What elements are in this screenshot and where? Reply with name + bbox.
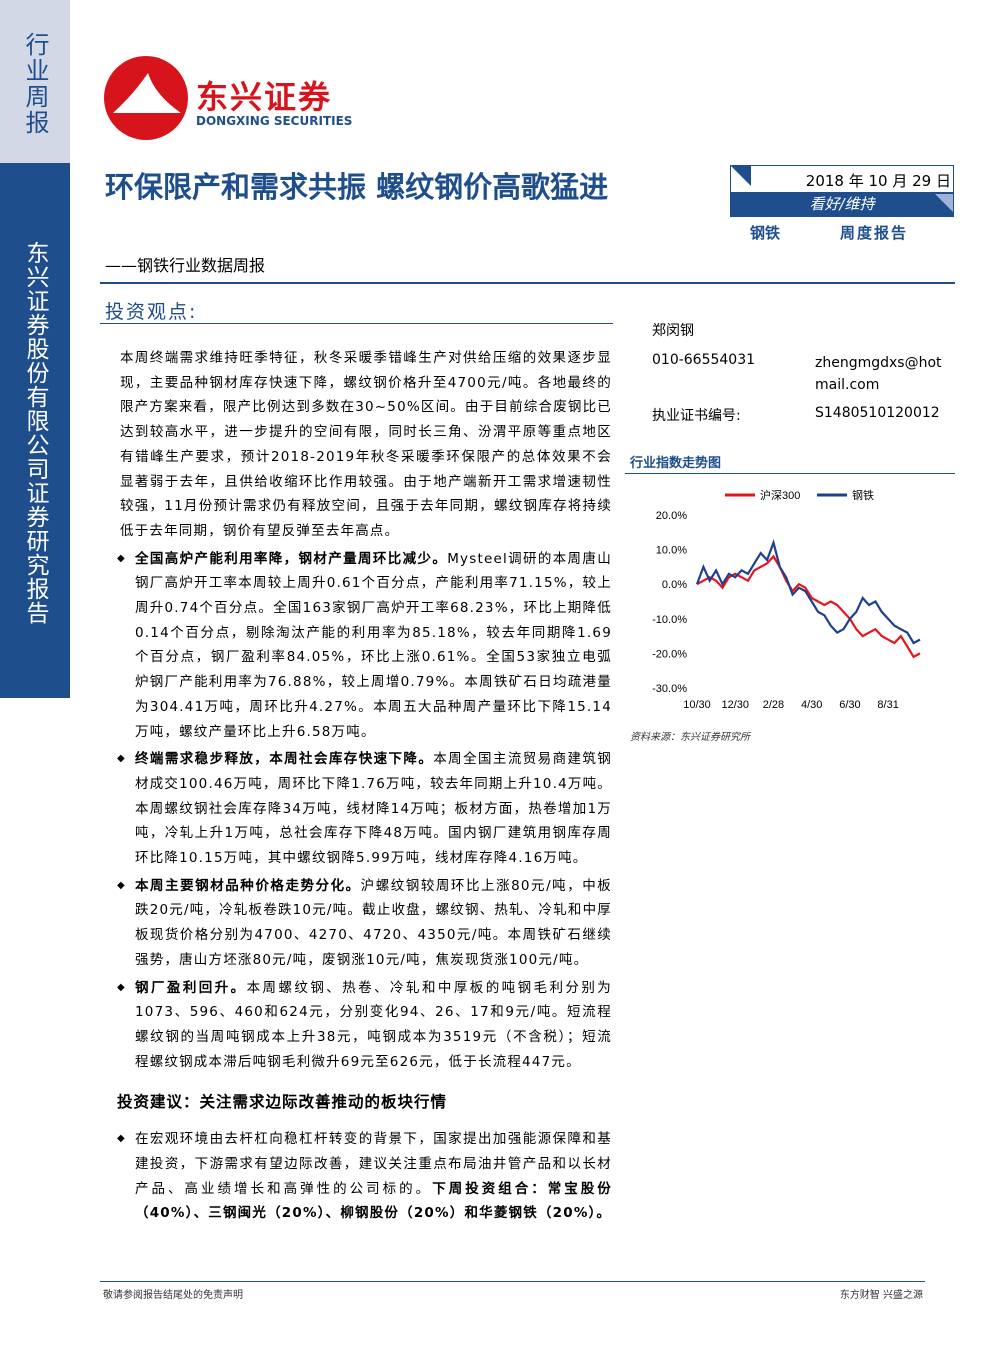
company-line: 东兴证券股份有限公司证券研究报告 <box>22 241 48 625</box>
advice-title: 投资建议：关注需求边际改善推动的板块行情 <box>117 1093 448 1112</box>
bullet-lead: 钢厂盈利回升。 <box>135 979 247 996</box>
y-tick-label: 0.0% <box>662 579 687 591</box>
bullet-text: 本周螺纹钢、热卷、冷轧和中厚板的吨钢毛利分别为1073、596、460和624元… <box>135 979 612 1070</box>
x-tick-label: 2/28 <box>763 699 784 711</box>
divider <box>100 323 613 324</box>
report-kind: 行业周报 <box>21 32 49 136</box>
report-type: 周度报告 <box>840 224 909 242</box>
footer-line <box>100 1281 925 1282</box>
logo-mark <box>104 56 188 140</box>
bullet: 终端需求稳步释放，本周社会库存快速下降。本周全国主流贸易商建筑钢材成交100.4… <box>117 747 612 871</box>
divider <box>100 282 955 284</box>
advice-bold: 下周投资组合：常宝股份（40%）、三钢闽光（20%）、柳钢股份（20%）和华菱钢… <box>135 1180 612 1222</box>
bullet-lead: 本周主要钢材品种价格走势分化。 <box>135 877 361 894</box>
bullet: 本周主要钢材品种价格走势分化。沪螺纹钢较周环比上涨80元/吨，中板跌20元/吨，… <box>117 874 612 973</box>
intro: 本周终端需求维持旺季特征，秋冬采暖季错峰生产对供给压缩的效果逐步显现，主要品种钢… <box>120 350 612 539</box>
advice-text: 在宏观环境由去杆杠向稳杠杆转变的背景下，国家提出加强能源保障和基建投资，下游需求… <box>135 1131 612 1197</box>
y-tick-label: 10.0% <box>656 545 687 557</box>
x-tick-label: 4/30 <box>801 699 822 711</box>
chart-title: 行业指数走势图 <box>630 456 722 471</box>
license-label: 执业证书编号: <box>652 408 741 424</box>
bullet: 钢厂盈利回升。本周螺纹钢、热卷、冷轧和中厚板的吨钢毛利分别为1073、596、4… <box>117 976 612 1075</box>
footer-right: 东方财智 兴盛之源 <box>839 1290 923 1301</box>
bullets: 全国高炉产能利用率降，钢材产量周环比减少。Mysteel调研的本周唐山钢厂高炉开… <box>117 547 612 1075</box>
x-tick-label: 6/30 <box>839 699 860 711</box>
body-text: 本周终端需求维持旺季特征，秋冬采暖季错峰生产对供给压缩的效果逐步显现，主要品种钢… <box>117 346 612 1229</box>
footer-left: 敬请参阅报告结尾处的免责声明 <box>103 1290 243 1301</box>
chart-source: 资料来源：东兴证券研究所 <box>630 732 750 743</box>
x-tick-label: 12/30 <box>721 699 749 711</box>
bullet: 全国高炉产能利用率降，钢材产量周环比减少。Mysteel调研的本周唐山钢厂高炉开… <box>117 547 612 745</box>
author-name: 郑闵钢 <box>652 323 694 339</box>
sidebar-top: 行业周报 <box>0 0 70 163</box>
chart: -30.0% -20.0% -10.0% 0.0% 10.0% 20.0% 10/30 12/… <box>652 488 921 711</box>
x-tick-label: 10/30 <box>683 699 711 711</box>
bullet-lead: 终端需求稳步释放，本周社会库存快速下降。 <box>135 751 434 768</box>
sector: 钢铁 <box>750 224 781 242</box>
rating: 看好/维持 <box>731 192 953 216</box>
bullet-text: 本周全国主流贸易商建筑钢材成交100.46万吨，周环比下降1.76万吨，较去年同… <box>135 751 613 867</box>
divider <box>625 473 955 474</box>
report-title: 环保限产和需求共振 螺纹钢价高歌猛进 <box>105 170 609 204</box>
report-date: 2018 年 10 月 29 日 <box>805 172 951 190</box>
advice: 在宏观环境由去杆杠向稳杠杆转变的背景下，国家提出加强能源保障和基建投资，下游需求… <box>117 1127 612 1226</box>
author-email: zhengmgdxs@hotmail.com <box>815 355 942 393</box>
series-line <box>695 539 921 645</box>
y-tick-label: -10.0% <box>652 614 687 626</box>
logo-name: 东兴证券 <box>196 78 333 116</box>
legend-label: 钢铁 <box>852 489 874 502</box>
license: S1480510120012 <box>815 405 940 421</box>
x-tick-label: 8/31 <box>877 699 898 711</box>
author-phone: 010-66554031 <box>652 352 756 368</box>
section-title: 投资观点: <box>105 301 198 323</box>
legend-label: 沪深300 <box>760 488 800 502</box>
y-tick-label: 20.0% <box>656 510 687 522</box>
y-tick-label: -20.0% <box>652 648 687 660</box>
box-decor <box>731 166 953 212</box>
logo-english: DONGXING SECURITIES <box>196 114 353 128</box>
report-subtitle: ——钢铁行业数据周报 <box>105 256 266 275</box>
bullet-text: Mysteel调研的本周唐山钢厂高炉开工率本周较上周升0.61个百分点，产能利用… <box>135 550 612 740</box>
date-box: 2018 年 10 月 29 日 看好/维持 <box>730 165 954 217</box>
series-line <box>696 554 921 659</box>
bullet-lead: 全国高炉产能利用率降，钢材产量周环比减少。 <box>135 550 448 567</box>
y-tick-label: -30.0% <box>652 683 687 695</box>
sidebar-bottom: 东兴证券股份有限公司证券研究报告 <box>0 163 70 698</box>
bullet-text: 沪螺纹钢较周环比上涨80元/吨，中板跌20元/吨，冷轧板卷跌10元/吨。截止收盘… <box>135 877 613 968</box>
